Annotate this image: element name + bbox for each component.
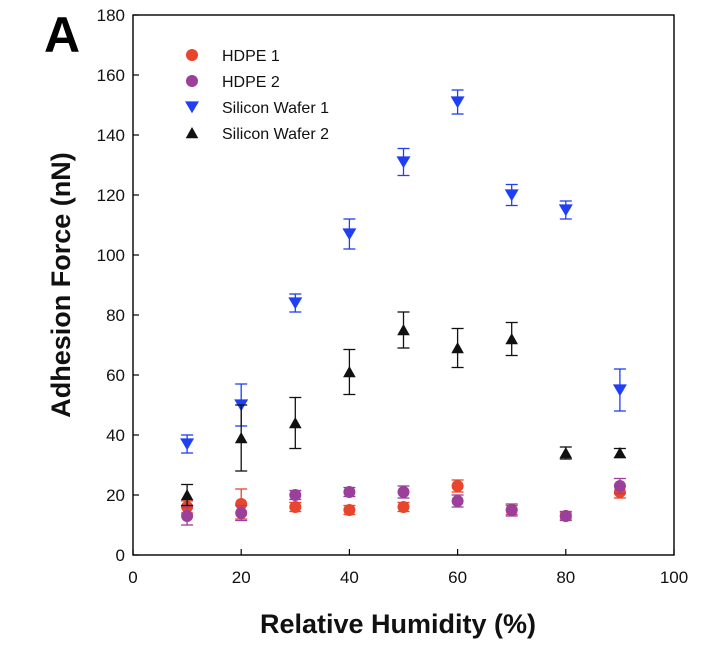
data-point bbox=[181, 510, 194, 522]
data-point bbox=[451, 342, 464, 354]
data-point bbox=[612, 384, 627, 397]
data-point bbox=[451, 480, 464, 492]
data-point bbox=[235, 507, 248, 519]
data-point bbox=[396, 156, 411, 169]
data-series bbox=[180, 89, 627, 526]
data-point bbox=[288, 297, 303, 310]
data-point bbox=[559, 447, 573, 459]
data-point bbox=[289, 501, 302, 513]
data-point bbox=[558, 204, 573, 217]
y-tick-label: 60 bbox=[106, 366, 125, 385]
data-point bbox=[450, 96, 465, 109]
series-hdpe-2 bbox=[181, 477, 626, 526]
series-silicon-wafer-2 bbox=[180, 311, 627, 507]
data-point bbox=[180, 489, 194, 501]
data-point bbox=[289, 417, 302, 429]
panel-label: A bbox=[44, 7, 80, 63]
x-tick-label: 100 bbox=[660, 568, 688, 587]
series-silicon-wafer-1 bbox=[180, 89, 627, 454]
y-tick-label: 180 bbox=[97, 6, 125, 25]
y-axis-title: Adhesion Force (nN) bbox=[46, 152, 76, 418]
legend-marker bbox=[185, 101, 199, 114]
x-axis-title: Relative Humidity (%) bbox=[260, 609, 536, 639]
legend-label: HDPE 2 bbox=[222, 74, 280, 91]
legend-item: Silicon Wafer 1 bbox=[185, 100, 329, 117]
data-point bbox=[343, 366, 356, 378]
data-point bbox=[613, 480, 626, 492]
data-point bbox=[343, 486, 356, 498]
legend-marker bbox=[186, 49, 198, 61]
legend-marker bbox=[185, 127, 199, 139]
data-point bbox=[289, 489, 302, 501]
y-tick-label: 20 bbox=[106, 486, 125, 505]
x-tick-label: 40 bbox=[340, 568, 359, 587]
y-tick-label: 40 bbox=[106, 426, 125, 445]
data-point bbox=[397, 324, 410, 336]
data-point bbox=[505, 333, 518, 345]
data-point bbox=[342, 228, 357, 241]
x-tick-label: 60 bbox=[448, 568, 467, 587]
data-point bbox=[343, 504, 356, 516]
data-point bbox=[504, 189, 519, 202]
data-point bbox=[451, 495, 464, 507]
y-tick-label: 140 bbox=[97, 126, 125, 145]
data-point bbox=[235, 498, 248, 510]
y-tick-label: 100 bbox=[97, 246, 125, 265]
y-tick-label: 120 bbox=[97, 186, 125, 205]
data-point bbox=[234, 432, 248, 444]
data-point bbox=[613, 447, 627, 459]
x-tick-label: 20 bbox=[232, 568, 251, 587]
plot-frame bbox=[132, 14, 675, 556]
y-tick-label: 160 bbox=[97, 66, 125, 85]
legend-item: HDPE 1 bbox=[186, 48, 280, 65]
legend-item: Silicon Wafer 2 bbox=[185, 126, 329, 143]
legend-item: HDPE 2 bbox=[186, 74, 280, 91]
y-tick-label: 80 bbox=[106, 306, 125, 325]
y-axis: 0 20 40 60 80 100 120 140 160 180 bbox=[97, 6, 139, 565]
x-axis: 0 20 40 60 80 100 bbox=[128, 549, 688, 587]
data-point bbox=[397, 486, 410, 498]
legend-label: Silicon Wafer 1 bbox=[222, 100, 329, 117]
data-point bbox=[505, 504, 518, 516]
legend-label: HDPE 1 bbox=[222, 48, 280, 65]
legend-label: Silicon Wafer 2 bbox=[222, 126, 329, 143]
x-tick-label: 0 bbox=[128, 568, 137, 587]
x-tick-label: 80 bbox=[556, 568, 575, 587]
legend: HDPE 1 HDPE 2 Silicon Wafer 1 Silicon Wafer… bbox=[185, 48, 329, 143]
legend-marker bbox=[186, 75, 198, 87]
y-tick-label: 0 bbox=[116, 546, 125, 565]
data-point bbox=[397, 501, 410, 513]
data-point bbox=[559, 510, 572, 522]
data-point bbox=[180, 438, 195, 451]
